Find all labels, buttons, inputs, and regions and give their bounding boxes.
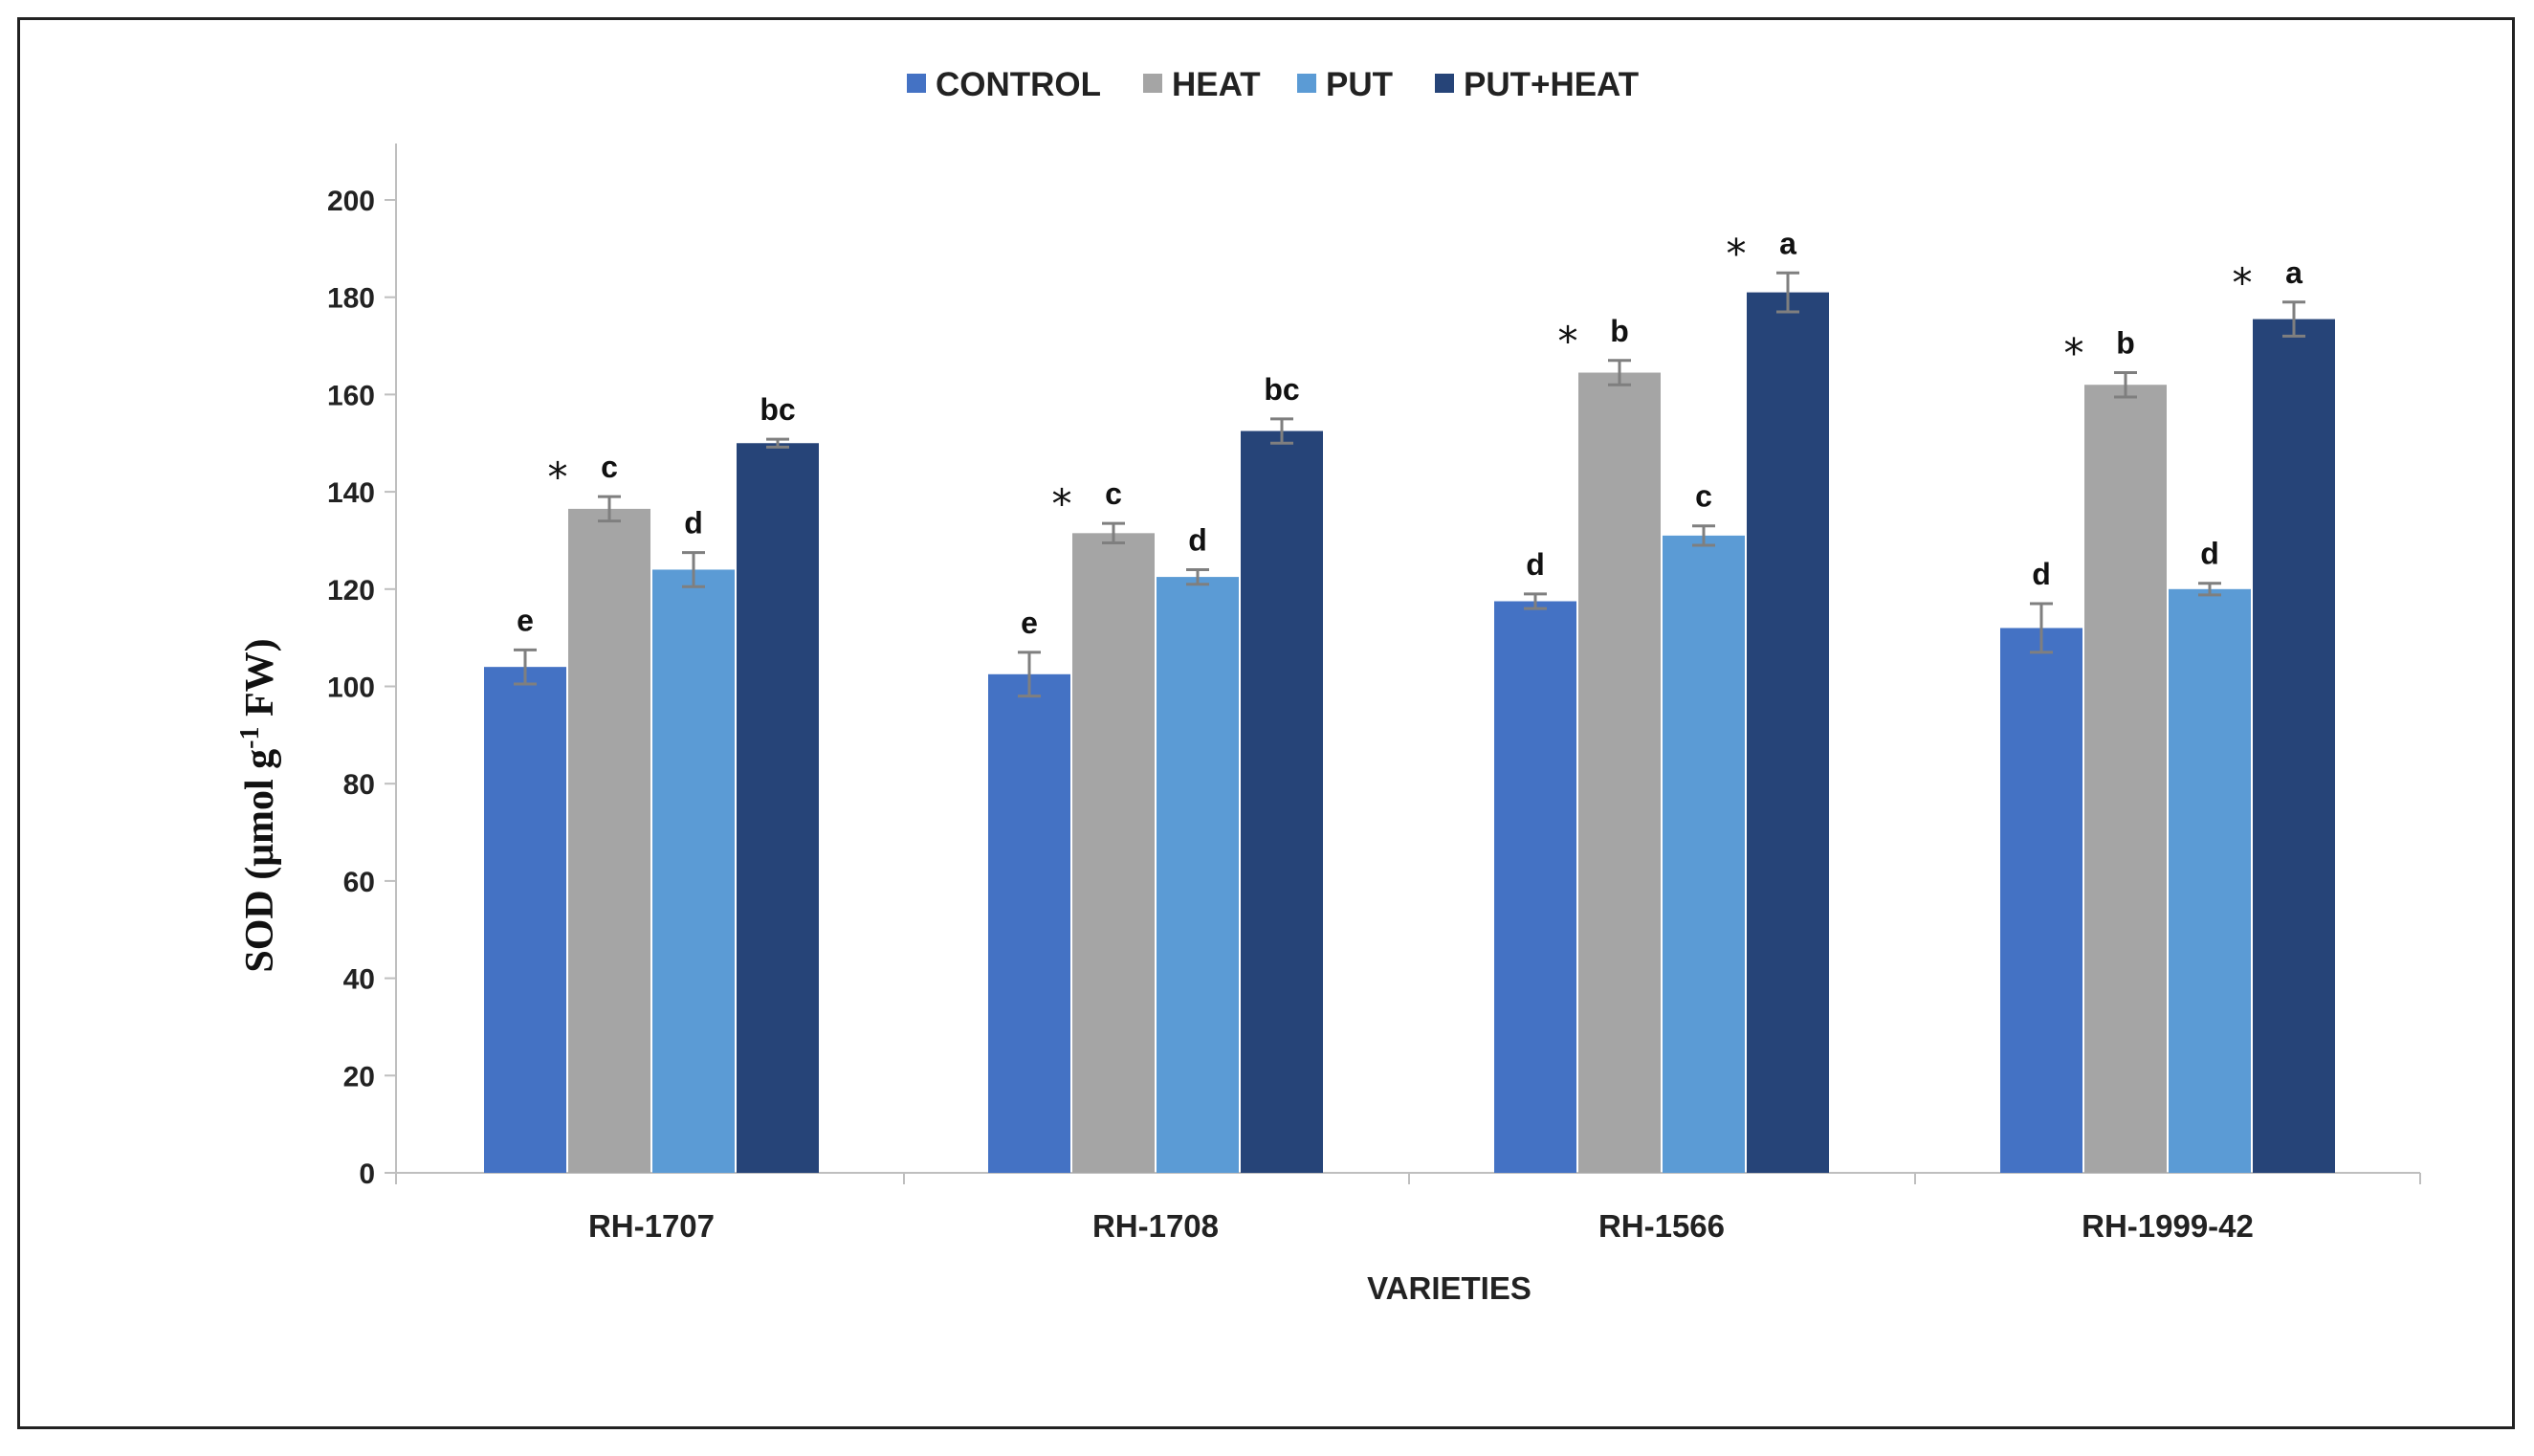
significance-star: *: [1052, 480, 1072, 527]
y-tick-label: 100: [327, 673, 375, 704]
x-axis-title: VARIETIES: [1367, 1270, 1531, 1306]
x-category-label: RH-1566: [1598, 1208, 1725, 1244]
y-tick-label: 40: [343, 964, 375, 996]
legend: CONTROL HEAT PUT PUT+HEAT: [907, 66, 1639, 103]
y-axis-title-superscript: -1: [235, 727, 265, 749]
significance-letter: bc: [760, 392, 795, 427]
legend-item: PUT: [1297, 66, 1393, 103]
bar: [1663, 535, 1745, 1173]
bar: [1578, 372, 1661, 1174]
bar: [1157, 577, 1239, 1173]
x-category-label: RH-1707: [588, 1208, 715, 1244]
legend-swatch: [1297, 74, 1316, 93]
significance-star: *: [1727, 230, 1747, 276]
legend-swatch: [907, 74, 926, 93]
legend-label: HEAT: [1172, 66, 1261, 103]
y-tick-label: 180: [327, 283, 375, 315]
bar: [1747, 292, 1829, 1173]
significance-letter: d: [1526, 547, 1545, 582]
bar: [988, 673, 1070, 1173]
y-tick-label: 0: [359, 1158, 375, 1190]
significance-letter: b: [1610, 314, 1629, 348]
bar: [652, 569, 735, 1173]
y-axis: 0 20 40 60 80 100 120 140 160 180 200: [327, 143, 397, 1190]
bar: [484, 667, 566, 1173]
significance-letter: b: [2116, 326, 2135, 361]
significance-letter: d: [684, 506, 703, 540]
significance-letter: d: [1188, 522, 1207, 557]
y-axis-title-suffix: FW): [238, 638, 282, 726]
significance-star: *: [1558, 318, 1578, 364]
bar-group: e c * d bc: [988, 372, 1323, 1174]
legend-item: CONTROL: [907, 66, 1101, 103]
legend-item: HEAT: [1143, 66, 1261, 103]
significance-star: *: [2233, 259, 2253, 306]
y-axis-title-main: SOD (μmol g: [238, 749, 282, 973]
y-tick-label: 20: [343, 1061, 375, 1092]
x-category-label: RH-1708: [1092, 1208, 1219, 1244]
legend-swatch: [1143, 74, 1162, 93]
legend-swatch: [1435, 74, 1454, 93]
bar: [737, 443, 819, 1173]
y-tick-label: 160: [327, 380, 375, 411]
bar: [2084, 385, 2167, 1174]
significance-letter: d: [2200, 537, 2219, 571]
significance-letter: e: [517, 603, 534, 637]
legend-label: PUT+HEAT: [1464, 66, 1639, 103]
y-tick-label: 120: [327, 575, 375, 607]
figure-frame: [17, 17, 2515, 1429]
bar: [2253, 319, 2335, 1173]
bar: [2000, 628, 2082, 1173]
significance-letter: c: [601, 450, 618, 484]
y-axis-title: SOD (μmol g-1 FW): [235, 638, 283, 972]
bar-group: e c * d bc: [484, 392, 819, 1173]
significance-letter: e: [1021, 606, 1038, 640]
x-axis: RH-1707 RH-1708 RH-1566 RH-1999-42: [395, 1172, 2421, 1244]
significance-letter: c: [1105, 476, 1122, 511]
x-category-label: RH-1999-42: [2082, 1208, 2254, 1244]
bar: [568, 508, 650, 1173]
bar-group: d b * c a *: [1494, 226, 1829, 1174]
legend-label: PUT: [1326, 66, 1393, 103]
y-tick-label: 60: [343, 867, 375, 898]
significance-letter: a: [1779, 226, 1796, 260]
bar: [1072, 533, 1155, 1173]
y-tick-label: 140: [327, 477, 375, 509]
significance-letter: d: [2032, 557, 2051, 591]
bar: [2169, 588, 2251, 1173]
y-tick-label: 200: [327, 186, 375, 217]
bar: [1241, 430, 1323, 1174]
bar-groups: e c * d bc e c * d bc d b * c a * d b * d a *: [484, 226, 2335, 1174]
significance-letter: a: [2285, 255, 2303, 290]
significance-letter: bc: [1264, 372, 1299, 407]
y-tick-label: 80: [343, 769, 375, 801]
bar-group: d b * d a *: [2000, 255, 2335, 1174]
significance-star: *: [2064, 330, 2084, 377]
legend-item: PUT+HEAT: [1435, 66, 1639, 103]
legend-label: CONTROL: [936, 66, 1101, 103]
bar: [1494, 601, 1576, 1173]
significance-letter: c: [1695, 479, 1712, 514]
significance-star: *: [548, 453, 568, 500]
